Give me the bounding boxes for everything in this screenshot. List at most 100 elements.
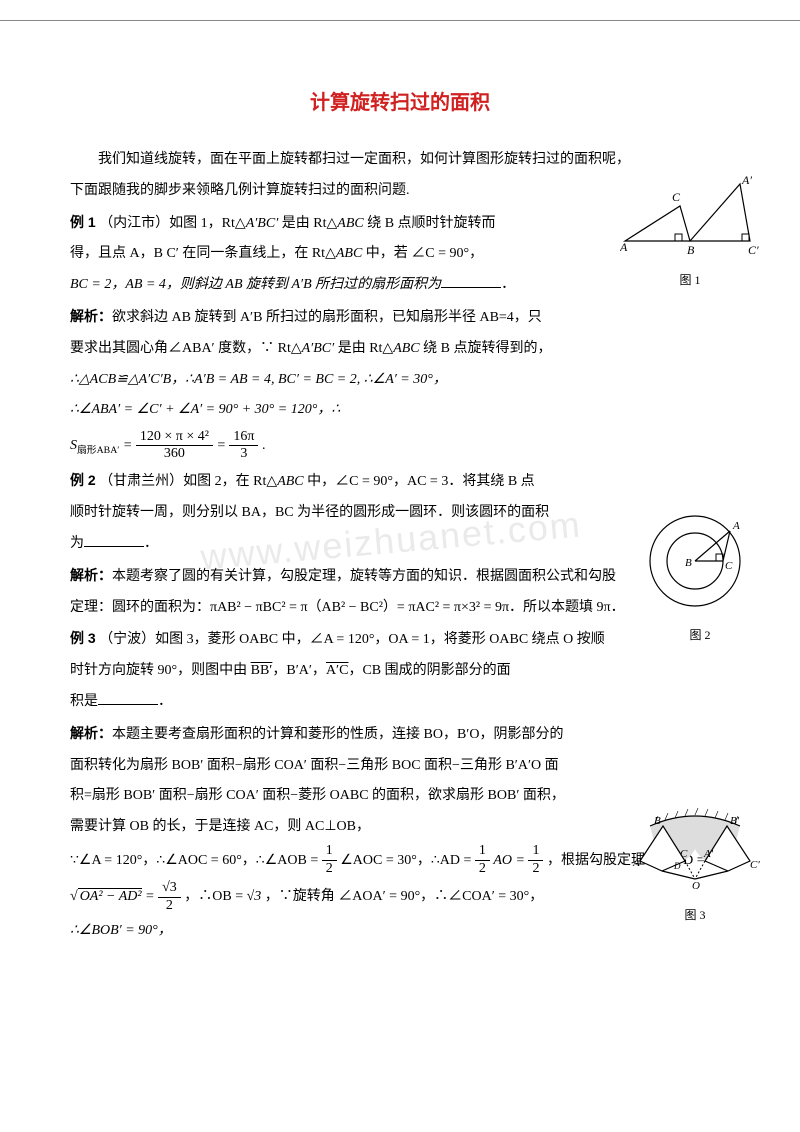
ex1-frac1-den: 360	[136, 446, 213, 463]
ex3-half2d: 2	[475, 861, 490, 878]
svg-text:B: B	[685, 557, 692, 569]
ex3-l2a: 时针方向旋转 90°，则图中由	[70, 663, 251, 678]
ex3-l3a: 积是	[70, 694, 98, 709]
ex2-l4: 本题考察了圆的有关计算，勾股定理，旋转等方面的知识．根据圆面积公式和勾股	[112, 569, 616, 584]
figure-2: B C A 图 2	[645, 511, 755, 649]
ex3-l9b: ，∴OB =	[184, 889, 243, 904]
ex1-l4: 欲求斜边 AB 旋转到 A′B 所扫过的扇形面积，已知扇形半径 AB=4，只	[112, 310, 542, 325]
ex3-half3n: 1	[528, 843, 543, 861]
ex1-l1e: 绕 B 点顺时针旋转而	[364, 216, 496, 231]
ex1-blank	[441, 287, 501, 288]
ex1-jiexi-label: 解析：	[70, 308, 112, 324]
ex1-frac1: 120 × π × 4²360	[136, 429, 213, 464]
figure-1: A B C A′ C′ 图 1	[620, 176, 760, 294]
ex3-half2: 12	[475, 843, 490, 878]
svg-text:B′: B′	[730, 815, 740, 827]
ex3-l4: 本题主要考查扇形面积的计算和菱形的性质，连接 BO，B′O，阴影部分的	[112, 727, 563, 742]
ex1-l5e: 绕 B 点旋转得到的，	[420, 341, 552, 356]
ex3-line1: 例 3 （宁波）如图 3，菱形 OABC 中，∠A = 120°，OA = 1，…	[70, 623, 730, 656]
ex2-jiexi-label: 解析：	[70, 567, 112, 583]
ex1-l1b: A′BC′	[246, 216, 279, 231]
ex2-l3b: ．	[144, 536, 158, 551]
ex3-l9sqrt: OA² − AD²	[78, 888, 142, 904]
ex2-jiexi2: 定理：圆环的面积为：πAB² − πBC² = π（AB² − BC²）= πA…	[70, 593, 730, 624]
ex3-l2c: ，CB 围成的阴影部分的面	[348, 663, 510, 678]
ex2-l1b: ABC	[277, 474, 303, 489]
ex3-half2n: 1	[475, 843, 490, 861]
ex1-l1c: 是由 Rt△	[278, 216, 337, 231]
svg-text:B: B	[654, 815, 661, 827]
ex3-label: 例 3	[70, 630, 96, 646]
ex3-jiexi-label: 解析：	[70, 725, 112, 741]
ex1-l3b: ．	[501, 277, 515, 292]
figure-1-label: 图 1	[620, 267, 760, 293]
ex2-l3: 为	[70, 536, 84, 551]
ex1-l2a: 得，且点 A，B C′ 在同一条直线上，在 Rt△	[70, 246, 336, 261]
ex3-line3: 积是 ．	[70, 687, 730, 718]
ex3-l9eq: =	[145, 889, 158, 904]
ex1-l3a: BC = 2，AB = 4，则斜边 AB 旋转到 A′B 所扫过的扇形面积为	[70, 277, 441, 292]
ex3-l9c: ，∵旋转角 ∠AOA′ = 90°，∴∠COA′ = 30°，	[265, 889, 544, 904]
ex3-arc2: A′C	[326, 663, 349, 678]
ex3-blank	[98, 704, 158, 705]
ex1-jiexi4: ∴∠ABA′ = ∠C′ + ∠A′ = 90° + 30° = 120°，∴	[70, 395, 730, 426]
figure-2-label: 图 2	[645, 622, 755, 648]
page: www.weizhuanet.com 计算旋转扫过的面积 我们知道线旋转，面在平…	[0, 20, 800, 987]
ex2-blank	[84, 546, 144, 547]
ex3-jiexi2: 面积转化为扇形 BOB′ 面积−扇形 COA′ 面积−三角形 BOC 面积−三角…	[70, 751, 730, 782]
ex3-half3d: 2	[528, 861, 543, 878]
ex3-l2b: ，B′A′，	[272, 663, 326, 678]
ex3-half1: 12	[322, 843, 337, 878]
ex1-frac1-num: 120 × π × 4²	[136, 429, 213, 447]
svg-text:C: C	[680, 848, 688, 860]
ex2-l1c: 中，∠C = 90°，AC = 3．将其绕 B 点	[304, 474, 535, 489]
svg-text:O: O	[692, 880, 700, 891]
ex3-l8a: ∵∠A = 120°，∴∠AOC = 60°，∴∠AOB =	[70, 853, 318, 868]
ex1-s: S	[70, 438, 77, 453]
ex1-formula: S扇形ABA′ = 120 × π × 4²360 = 16π3 .	[70, 426, 730, 465]
svg-text:D: D	[673, 861, 681, 871]
figure-3-label: 图 3	[630, 902, 760, 928]
ex1-l1a: （内江市）如图 1，Rt△	[99, 216, 246, 231]
ex1-l5a: 要求出其圆心角∠ABA′ 度数，∵ Rt△	[70, 341, 302, 356]
ex1-l5d: ABC	[393, 341, 419, 356]
ex3-l8c: AO =	[493, 853, 525, 868]
ex1-l5c: 是由 Rt△	[334, 341, 393, 356]
ex3-line2: 时针方向旋转 90°，则图中由 BB′，B′A′，A′C，CB 围成的阴影部分的…	[70, 656, 730, 687]
svg-text:C′: C′	[748, 243, 759, 256]
ex3-frac-sqrt3: √32	[158, 880, 181, 915]
ex1-jiexi1: 解析：欲求斜边 AB 旋转到 A′B 所扫过的扇形面积，已知扇形半径 AB=4，…	[70, 301, 730, 334]
ex3-sqrt3n: √3	[158, 880, 181, 898]
svg-text:C: C	[672, 190, 681, 204]
ex3-half3: 12	[528, 843, 543, 878]
ex3-arc1: BB′	[251, 663, 273, 678]
ex1-frac2: 16π3	[229, 429, 258, 464]
ex1-jiexi2: 要求出其圆心角∠ABA′ 度数，∵ Rt△A′BC′ 是由 Rt△ABC 绕 B…	[70, 334, 730, 365]
ex1-frac2-den: 3	[229, 446, 258, 463]
ex1-period: .	[262, 438, 266, 453]
svg-text:C′: C′	[750, 859, 760, 871]
ex3-half1d: 2	[322, 861, 337, 878]
ex3-l8b: ∠AOC = 30°，∴AD =	[340, 853, 471, 868]
ex1-label: 例 1	[70, 214, 96, 230]
ex2-line3: 为．	[70, 529, 730, 560]
ex1-l2c: 中，若 ∠C = 90°，	[362, 246, 483, 261]
ex3-l3b: ．	[158, 694, 172, 709]
svg-text:C: C	[725, 560, 733, 572]
svg-text:A: A	[620, 240, 628, 254]
svg-text:A: A	[632, 857, 640, 869]
ex1-l1d: ABC	[337, 216, 363, 231]
page-title: 计算旋转扫过的面积	[70, 81, 730, 125]
ex2-line2: 顺时针旋转一周，则分别以 BA，BC 为半径的圆形成一圆环．则该圆环的面积	[70, 498, 730, 529]
sqrt-sign	[70, 889, 78, 904]
ex2-l1a: （甘肃兰州）如图 2，在 Rt△	[99, 474, 277, 489]
ex1-l2b: ABC	[336, 246, 362, 261]
svg-text:A′: A′	[741, 176, 752, 187]
ex1-jiexi3: ∴△ACB≌△A′C′B，∴A′B = AB = 4, BC′ = BC = 2…	[70, 365, 730, 396]
ex3-sqrt3b: √3	[247, 889, 262, 904]
svg-text:A′: A′	[703, 848, 714, 860]
ex3-half1n: 1	[322, 843, 337, 861]
figure-3: A B C O B′ A′ C′ D 图 3	[630, 791, 760, 929]
ex3-sqrt3d: 2	[158, 898, 181, 915]
intro-line-1: 我们知道线旋转，面在平面上旋转都扫过一定面积，如何计算图形旋转扫过的面积呢，	[70, 145, 730, 176]
